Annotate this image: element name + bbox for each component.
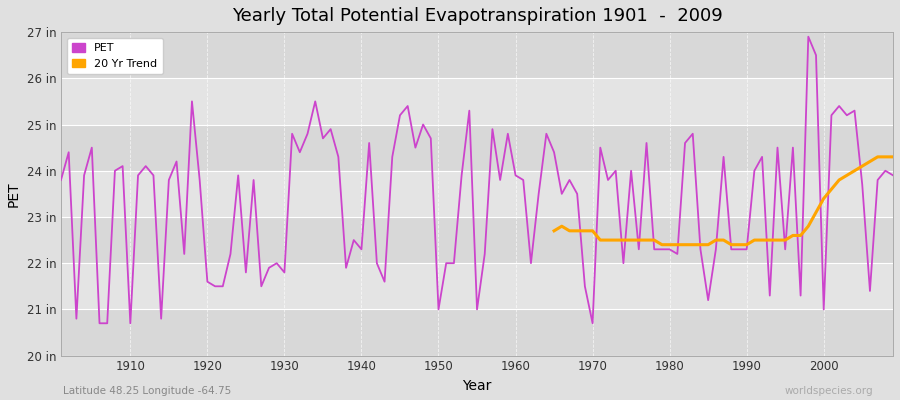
Legend: PET, 20 Yr Trend: PET, 20 Yr Trend xyxy=(67,38,163,74)
Text: worldspecies.org: worldspecies.org xyxy=(785,386,873,396)
Bar xyxy=(61,124,893,171)
Bar xyxy=(61,78,893,124)
Y-axis label: PET: PET xyxy=(7,181,21,207)
Bar xyxy=(61,32,893,78)
Bar xyxy=(61,263,893,310)
X-axis label: Year: Year xyxy=(463,379,491,393)
Title: Yearly Total Potential Evapotranspiration 1901  -  2009: Yearly Total Potential Evapotranspiratio… xyxy=(231,7,723,25)
Bar xyxy=(61,310,893,356)
Bar xyxy=(61,171,893,217)
Text: Latitude 48.25 Longitude -64.75: Latitude 48.25 Longitude -64.75 xyxy=(63,386,231,396)
Bar xyxy=(61,217,893,263)
